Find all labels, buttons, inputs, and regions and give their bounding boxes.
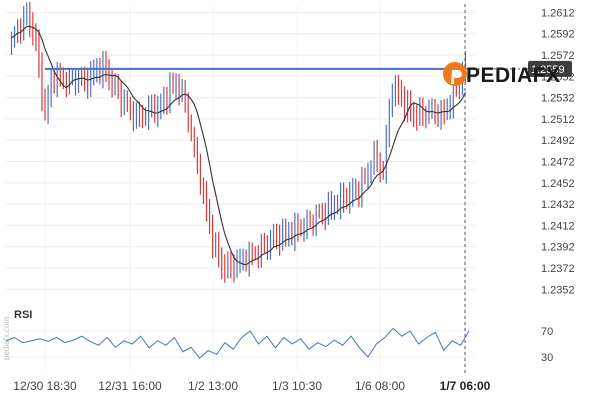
price-tick-label: 1.2352 xyxy=(541,284,575,296)
rsi-gridlines xyxy=(6,330,475,358)
rsi-axis: 70 30 xyxy=(541,326,553,364)
price-tick-label: 1.2412 xyxy=(541,220,575,232)
price-tick-label: 1.2372 xyxy=(541,263,575,275)
watermark: pediafx.com xyxy=(2,317,11,360)
price-tick-label: 1.2512 xyxy=(541,114,575,126)
current-price-tag: 1.2559 xyxy=(528,60,572,77)
candlestick-series xyxy=(10,1,467,283)
price-tick-label: 1.2472 xyxy=(541,157,575,169)
price-tag-value: 1.2559 xyxy=(531,64,565,76)
price-tick-label: 1.2532 xyxy=(541,93,575,105)
time-tick-label: 1/7 06:00 xyxy=(440,379,491,393)
pediafx-logo: PEDIAFX xyxy=(443,62,561,87)
logo-text: PEDIAFX xyxy=(466,64,561,87)
price-tick-label: 1.2492 xyxy=(541,135,575,147)
time-tick-label: 1/3 10:30 xyxy=(272,379,322,393)
rsi-tick-label: 30 xyxy=(541,352,553,364)
time-gridlines xyxy=(44,6,466,370)
time-tick-label: 1/2 13:00 xyxy=(188,379,238,393)
rsi-line xyxy=(5,327,470,360)
moving-average-line xyxy=(11,25,466,266)
time-tick-label: 12/31 16:00 xyxy=(98,379,162,393)
price-tick-label: 1.2452 xyxy=(541,178,575,190)
price-tag-box xyxy=(528,60,572,77)
price-tick-label: 1.2432 xyxy=(541,199,575,211)
time-tick-label: 12/30 18:30 xyxy=(13,379,77,393)
rsi-tick-label: 70 xyxy=(541,326,553,338)
time-axis: 12/30 18:30 12/31 16:00 1/2 13:00 1/3 10:30… xyxy=(13,379,490,393)
logo-mark-cut xyxy=(451,70,462,84)
price-tick-label: 1.2392 xyxy=(541,242,575,254)
price-tick-label: 1.2592 xyxy=(541,29,575,41)
price-axis: 1.26121.25921.25721.25521.25321.25121.24… xyxy=(541,7,575,296)
price-gridlines xyxy=(6,11,475,290)
rsi-label: RSI xyxy=(14,309,32,321)
time-tick-label: 1/6 08:00 xyxy=(355,379,405,393)
price-tick-label: 1.2612 xyxy=(541,7,575,19)
price-tick-label: 1.2572 xyxy=(541,50,575,62)
